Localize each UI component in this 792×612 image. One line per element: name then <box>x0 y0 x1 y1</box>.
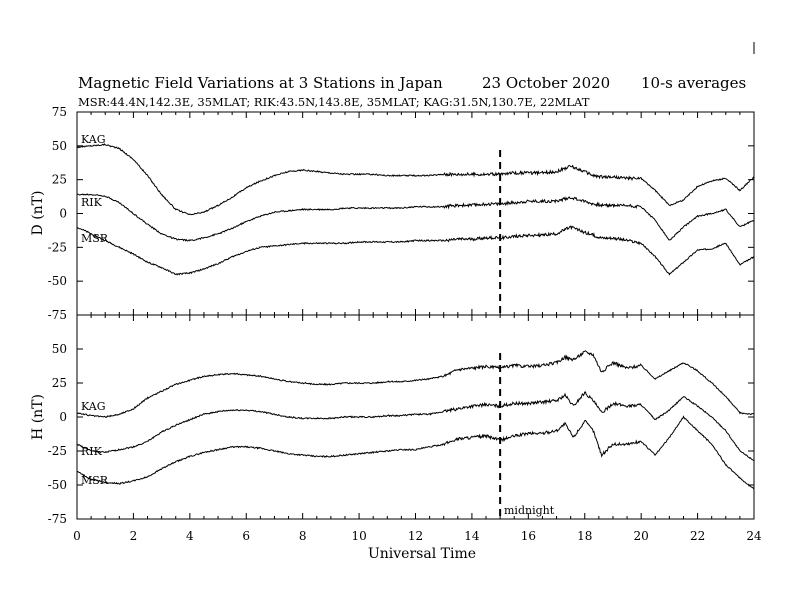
chart-title: Magnetic Field Variations at 3 Stations … <box>78 74 443 92</box>
xtick-label: 0 <box>73 529 81 543</box>
h-ytick-label: 0 <box>59 410 67 424</box>
h-series-kag <box>76 350 755 418</box>
xtick-label: 16 <box>521 529 536 543</box>
d-series-kag <box>76 143 755 216</box>
d-label-rik: RIK <box>81 196 103 209</box>
d-ytick-label: -50 <box>48 274 67 288</box>
xtick-label: 2 <box>130 529 138 543</box>
xtick-label: 14 <box>464 529 480 543</box>
xtick-label: 20 <box>634 529 649 543</box>
chart-subtitle: MSR:44.4N,142.3E, 35MLAT; RIK:43.5N,143.… <box>78 95 590 109</box>
xtick-label: 6 <box>242 529 250 543</box>
d-ytick-label: -75 <box>48 308 67 322</box>
xtick-label: 24 <box>746 529 762 543</box>
x-axis-ticks: 0 2 4 6 8 10 12 14 16 18 20 22 24 <box>73 529 762 543</box>
h-ylabel: H (nT) <box>30 394 46 440</box>
xtick-label: 4 <box>186 529 194 543</box>
h-axis-ticks: -75 -50 -25 0 25 50 <box>48 315 755 526</box>
h-ytick-label: -50 <box>48 478 67 492</box>
h-ytick-label: 50 <box>52 342 67 356</box>
h-series-group <box>76 350 755 490</box>
d-ytick-label: 75 <box>52 105 67 119</box>
xtick-label: 18 <box>577 529 592 543</box>
h-ytick-label: -75 <box>48 512 67 526</box>
d-axis-ticks: -75 -50 -25 0 25 50 75 <box>48 105 755 322</box>
d-series-group <box>76 143 755 276</box>
xtick-label: 22 <box>690 529 705 543</box>
d-ytick-label: -25 <box>48 240 67 254</box>
h-series-msr <box>76 415 755 490</box>
xtick-label: 10 <box>351 529 366 543</box>
d-panel-frame <box>76 111 755 316</box>
xtick-label: 12 <box>408 529 423 543</box>
chart-averaging: 10-s averages <box>641 74 746 92</box>
h-label-kag: KAG <box>81 400 106 413</box>
d-series-rik <box>76 193 755 242</box>
d-label-msr: MSR <box>81 232 109 245</box>
d-series-msr <box>76 225 755 276</box>
xtick-label: 8 <box>299 529 307 543</box>
h-series-rik <box>76 391 755 462</box>
h-ytick-label: 25 <box>52 376 67 390</box>
midnight-label: midnight <box>504 504 555 517</box>
h-ytick-label: -25 <box>48 444 67 458</box>
d-ylabel: D (nT) <box>30 191 46 236</box>
chart-date: 23 October 2020 <box>482 74 610 92</box>
d-ytick-label: 0 <box>59 207 67 221</box>
d-ytick-label: 50 <box>52 139 67 153</box>
d-ytick-label: 25 <box>52 173 67 187</box>
xlabel: Universal Time <box>368 546 476 562</box>
d-label-kag: KAG <box>81 133 106 146</box>
